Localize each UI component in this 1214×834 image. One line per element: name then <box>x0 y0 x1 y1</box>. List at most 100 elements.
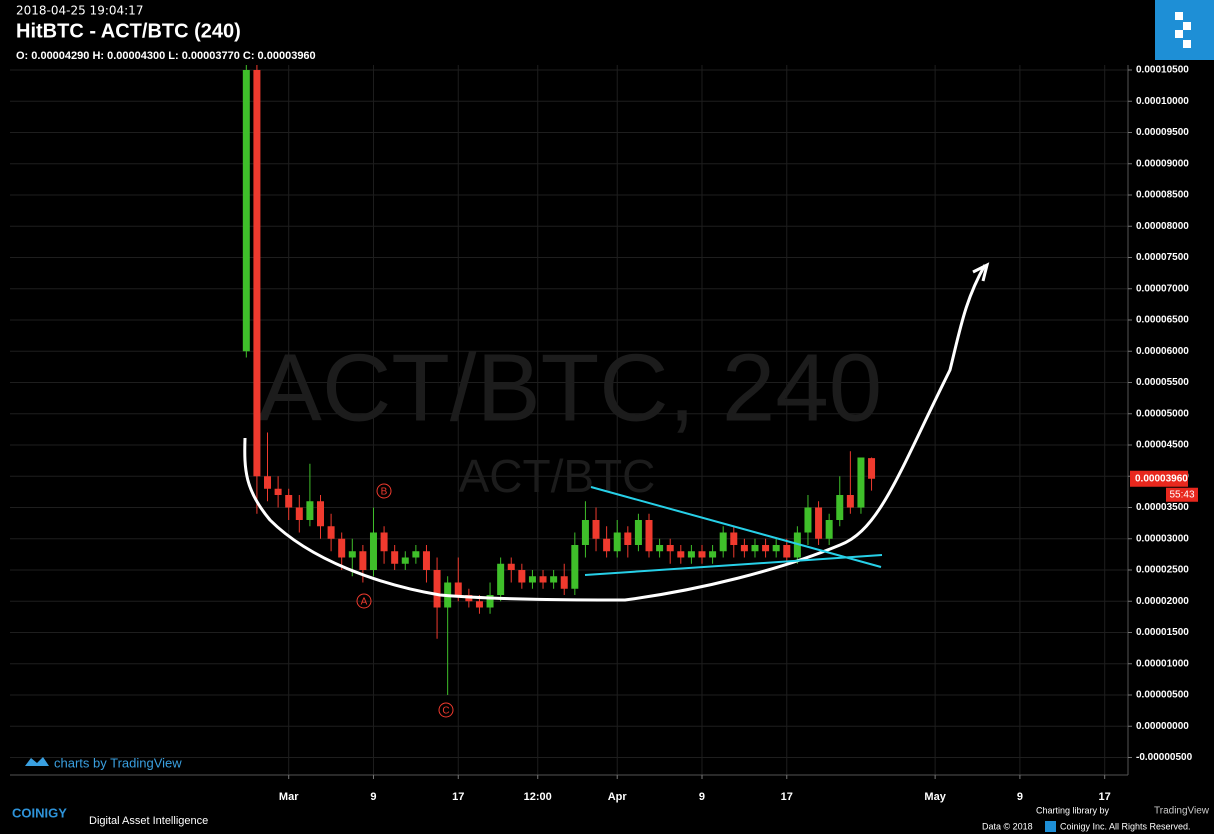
candle-body <box>793 532 801 558</box>
candle-body <box>486 595 494 608</box>
candle-body <box>698 551 706 558</box>
candle-body <box>550 576 558 583</box>
candle-body <box>295 507 303 520</box>
countdown: 55:43 <box>1169 489 1194 500</box>
annotation-circle <box>356 593 372 609</box>
candle-body <box>253 70 261 477</box>
brand: COINIGY <box>12 805 67 820</box>
candle-body <box>677 551 685 558</box>
candle-body <box>560 576 568 589</box>
candle-body <box>327 526 335 539</box>
candle-body <box>348 551 356 558</box>
candle-body <box>687 551 695 558</box>
y-tick-label: 0.00001000 <box>1136 658 1189 669</box>
data-note: Data © 2018 <box>982 821 1033 831</box>
candle-body <box>274 488 282 495</box>
candle-body <box>709 551 717 558</box>
y-tick-label: 0.00002000 <box>1136 596 1189 607</box>
trend-line <box>584 554 883 576</box>
candle-body <box>359 551 367 570</box>
tv-credit[interactable]: charts by TradingView <box>54 755 182 770</box>
y-tick-label: 0.00003500 <box>1136 502 1189 513</box>
y-tick-label: 0.00006000 <box>1136 346 1189 357</box>
candle-body <box>338 538 346 558</box>
candle-body <box>380 532 388 552</box>
candle-body <box>592 520 600 539</box>
logo-mark <box>1175 12 1183 20</box>
candle-body <box>624 532 632 545</box>
x-tick-label: 9 <box>699 791 705 803</box>
y-tick-label: 0.00000000 <box>1136 721 1189 732</box>
candle-body <box>264 476 272 489</box>
candle-body <box>804 507 812 533</box>
candle-body <box>454 582 462 595</box>
y-tick-label: 0.00001500 <box>1136 627 1189 638</box>
arrow-head <box>972 262 990 282</box>
tv-icon <box>25 757 49 766</box>
y-tick-label: 0.00007500 <box>1136 252 1189 263</box>
candle-body <box>666 545 674 552</box>
candle-body <box>603 538 611 552</box>
axes: -0.00000500 0.00000000 0.00000500 0.0000100… <box>279 65 1198 803</box>
candle-body <box>762 545 770 552</box>
y-tick-label: 0.00004500 <box>1136 440 1189 451</box>
candle-body <box>656 545 664 552</box>
y-tick-label: 0.00009500 <box>1136 127 1189 138</box>
chart-title: HitBTC - ACT/BTC (240) <box>16 20 241 42</box>
x-tick-label: 12:00 <box>524 791 552 803</box>
candle-body <box>581 520 589 545</box>
candle-body <box>730 532 738 545</box>
x-tick-label: May <box>924 791 946 803</box>
annotation: C <box>442 706 449 717</box>
y-tick-label: 0.00003000 <box>1136 533 1189 544</box>
candle-body <box>306 501 314 520</box>
logo-mark <box>1183 40 1191 48</box>
x-tick-label: 9 <box>370 791 376 803</box>
grid <box>10 65 1128 775</box>
logo-mark <box>1175 30 1183 38</box>
candle-body <box>836 495 844 520</box>
ohlc-readout: O: 0.00004290 H: 0.00004300 L: 0.0000377… <box>16 50 316 62</box>
candle-body <box>507 563 515 570</box>
coinigy-icon <box>1045 821 1056 832</box>
candle-body <box>857 457 865 508</box>
trend-line <box>590 486 882 568</box>
candle-body <box>497 563 505 595</box>
candle-body <box>740 545 748 552</box>
candle-body <box>571 545 579 589</box>
candle-body <box>412 551 420 558</box>
candle-body <box>391 551 399 564</box>
y-tick-label: 0.00009000 <box>1136 158 1189 169</box>
y-tick-label: 0.00002500 <box>1136 565 1189 576</box>
x-tick-label: 17 <box>781 791 793 803</box>
candle-body <box>528 576 536 583</box>
logo-mark <box>1183 22 1191 30</box>
tagline: Digital Asset Intelligence <box>89 815 208 827</box>
last-price-box <box>1130 470 1188 487</box>
plot: A B C <box>242 65 876 718</box>
cup-drawing <box>243 264 987 602</box>
candle-body <box>634 520 642 545</box>
annotation-circle <box>438 702 454 718</box>
candle-body <box>369 532 377 570</box>
x-tick-label: 17 <box>452 791 464 803</box>
y-tick-label: 0.00010000 <box>1136 96 1189 107</box>
y-tick-label: 0.00008000 <box>1136 221 1189 232</box>
candle-body <box>868 458 876 479</box>
candle-body <box>433 570 441 608</box>
watermark: ACT/BTC, 240 <box>258 334 882 441</box>
annotation: B <box>381 487 388 498</box>
candle-body <box>242 70 250 352</box>
x-tick-label: Apr <box>608 791 628 803</box>
countdown-box <box>1166 487 1198 502</box>
y-tick-label: 0.00007000 <box>1136 283 1189 294</box>
annotation: A <box>361 597 368 608</box>
candle-body <box>846 495 854 508</box>
timestamp: 2018-04-25 19:04:17 <box>16 4 143 18</box>
candle-body <box>401 557 409 564</box>
candle-body <box>422 551 430 570</box>
y-tick-label: 0.00005500 <box>1136 377 1189 388</box>
candle-body <box>645 520 653 552</box>
candle-body <box>539 576 547 583</box>
